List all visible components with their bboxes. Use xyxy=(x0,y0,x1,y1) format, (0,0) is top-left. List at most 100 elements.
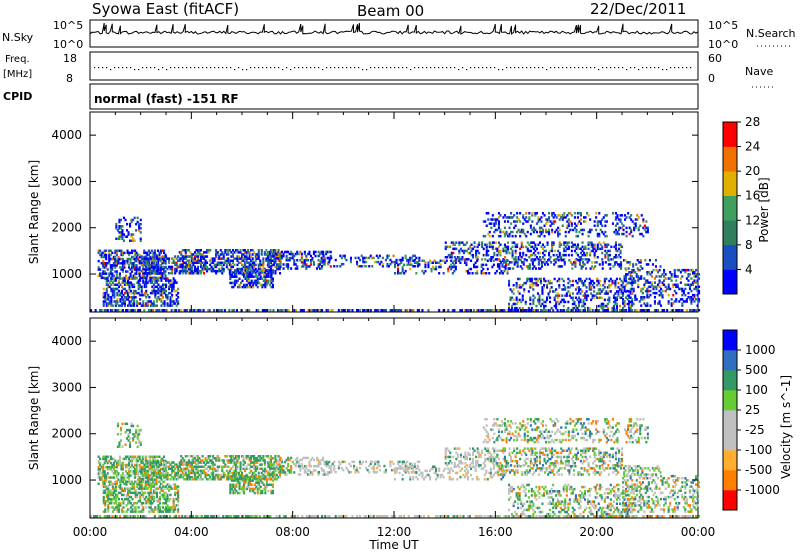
echo-cell xyxy=(513,261,516,264)
echo-cell xyxy=(102,472,105,475)
echo-cell xyxy=(476,256,479,259)
echo-cell xyxy=(447,253,450,257)
echo-cell xyxy=(389,309,392,312)
echo-cell xyxy=(354,256,357,260)
echo-cell xyxy=(157,283,160,286)
echo-cell xyxy=(104,489,107,492)
echo-cell xyxy=(547,259,550,262)
echo-cell xyxy=(155,459,158,463)
echo-cell xyxy=(164,253,167,257)
echo-cell xyxy=(593,294,596,297)
echo-cell xyxy=(160,291,163,295)
echo-cell xyxy=(119,277,122,280)
echo-cell xyxy=(114,249,117,252)
echo-cell xyxy=(131,291,134,295)
echo-cell xyxy=(114,502,117,505)
echo-cell xyxy=(251,253,254,256)
echo-cell xyxy=(569,228,572,232)
echo-cell xyxy=(163,300,166,303)
echo-cell xyxy=(175,263,178,267)
echo-cell xyxy=(111,281,114,284)
echo-cell xyxy=(181,272,184,275)
echo-cell xyxy=(118,459,121,463)
echo-cell xyxy=(525,220,528,223)
echo-cell xyxy=(498,272,501,275)
echo-cell xyxy=(160,267,163,271)
echo-cell xyxy=(525,245,528,249)
echo-cell xyxy=(494,272,497,275)
echo-cell xyxy=(534,212,537,215)
echo-cell xyxy=(192,459,195,462)
echo-cell xyxy=(507,234,510,238)
echo-cell xyxy=(149,251,152,255)
echo-cell xyxy=(688,296,691,299)
echo-cell xyxy=(406,309,409,312)
echo-cell xyxy=(140,304,143,307)
echo-cell xyxy=(609,290,612,293)
echo-cell xyxy=(628,216,631,219)
echo-cell xyxy=(97,465,100,469)
echo-cell xyxy=(131,309,134,312)
echo-cell xyxy=(102,276,105,280)
echo-cell xyxy=(509,298,512,302)
echo-cell xyxy=(229,275,232,278)
echo-cell xyxy=(117,485,120,488)
echo-cell xyxy=(157,287,160,291)
echo-cell xyxy=(174,302,177,305)
echo-cell xyxy=(149,502,152,505)
echo-cell xyxy=(118,455,121,458)
echo-cell xyxy=(577,277,580,281)
echo-cell xyxy=(442,309,445,312)
echo-cell xyxy=(684,300,687,303)
echo-cell xyxy=(175,261,178,264)
echo-cell xyxy=(682,289,685,293)
echo-cell xyxy=(664,277,667,280)
echo-cell xyxy=(534,249,537,253)
echo-cell xyxy=(145,283,148,286)
echo-cell xyxy=(155,298,158,301)
echo-cell xyxy=(203,263,206,267)
echo-cell xyxy=(266,251,269,254)
echo-cell xyxy=(573,302,576,306)
echo-cell xyxy=(148,483,151,486)
echo-cell xyxy=(107,499,110,503)
echo-cell xyxy=(528,267,531,270)
echo-cell xyxy=(102,465,105,469)
freq-point xyxy=(122,67,124,69)
echo-cell xyxy=(130,506,133,509)
echo-cell xyxy=(104,508,107,511)
echo-cell xyxy=(160,473,163,477)
echo-cell xyxy=(619,226,622,230)
echo-cell xyxy=(171,461,174,464)
echo-cell xyxy=(134,309,137,312)
echo-cell xyxy=(531,267,534,270)
echo-cell xyxy=(243,275,246,278)
echo-cell xyxy=(232,309,235,312)
echo-cell xyxy=(629,296,632,299)
echo-cell xyxy=(451,309,454,312)
echo-cell xyxy=(177,473,180,477)
echo-cell xyxy=(190,269,193,273)
echo-cell xyxy=(206,265,209,269)
echo-cell xyxy=(386,254,389,258)
echo-cell xyxy=(564,216,567,219)
echo-cell xyxy=(201,261,204,264)
echo-cell xyxy=(693,300,696,303)
echo-cell xyxy=(628,306,631,310)
echo-cell xyxy=(628,277,631,281)
echo-cell xyxy=(132,437,135,440)
echo-cell xyxy=(553,304,556,308)
echo-cell xyxy=(499,243,502,246)
cpid-panel xyxy=(89,83,699,110)
echo-cell xyxy=(300,256,303,260)
echo-cell xyxy=(479,309,482,312)
echo-cell xyxy=(154,473,157,477)
echo-cell xyxy=(123,259,126,263)
echo-cell xyxy=(533,296,536,299)
echo-cell xyxy=(563,263,566,266)
echo-cell xyxy=(518,284,521,287)
echo-cell xyxy=(112,476,115,479)
echo-cell xyxy=(145,255,148,258)
echo-cell xyxy=(287,259,290,262)
echo-cell xyxy=(670,279,673,282)
